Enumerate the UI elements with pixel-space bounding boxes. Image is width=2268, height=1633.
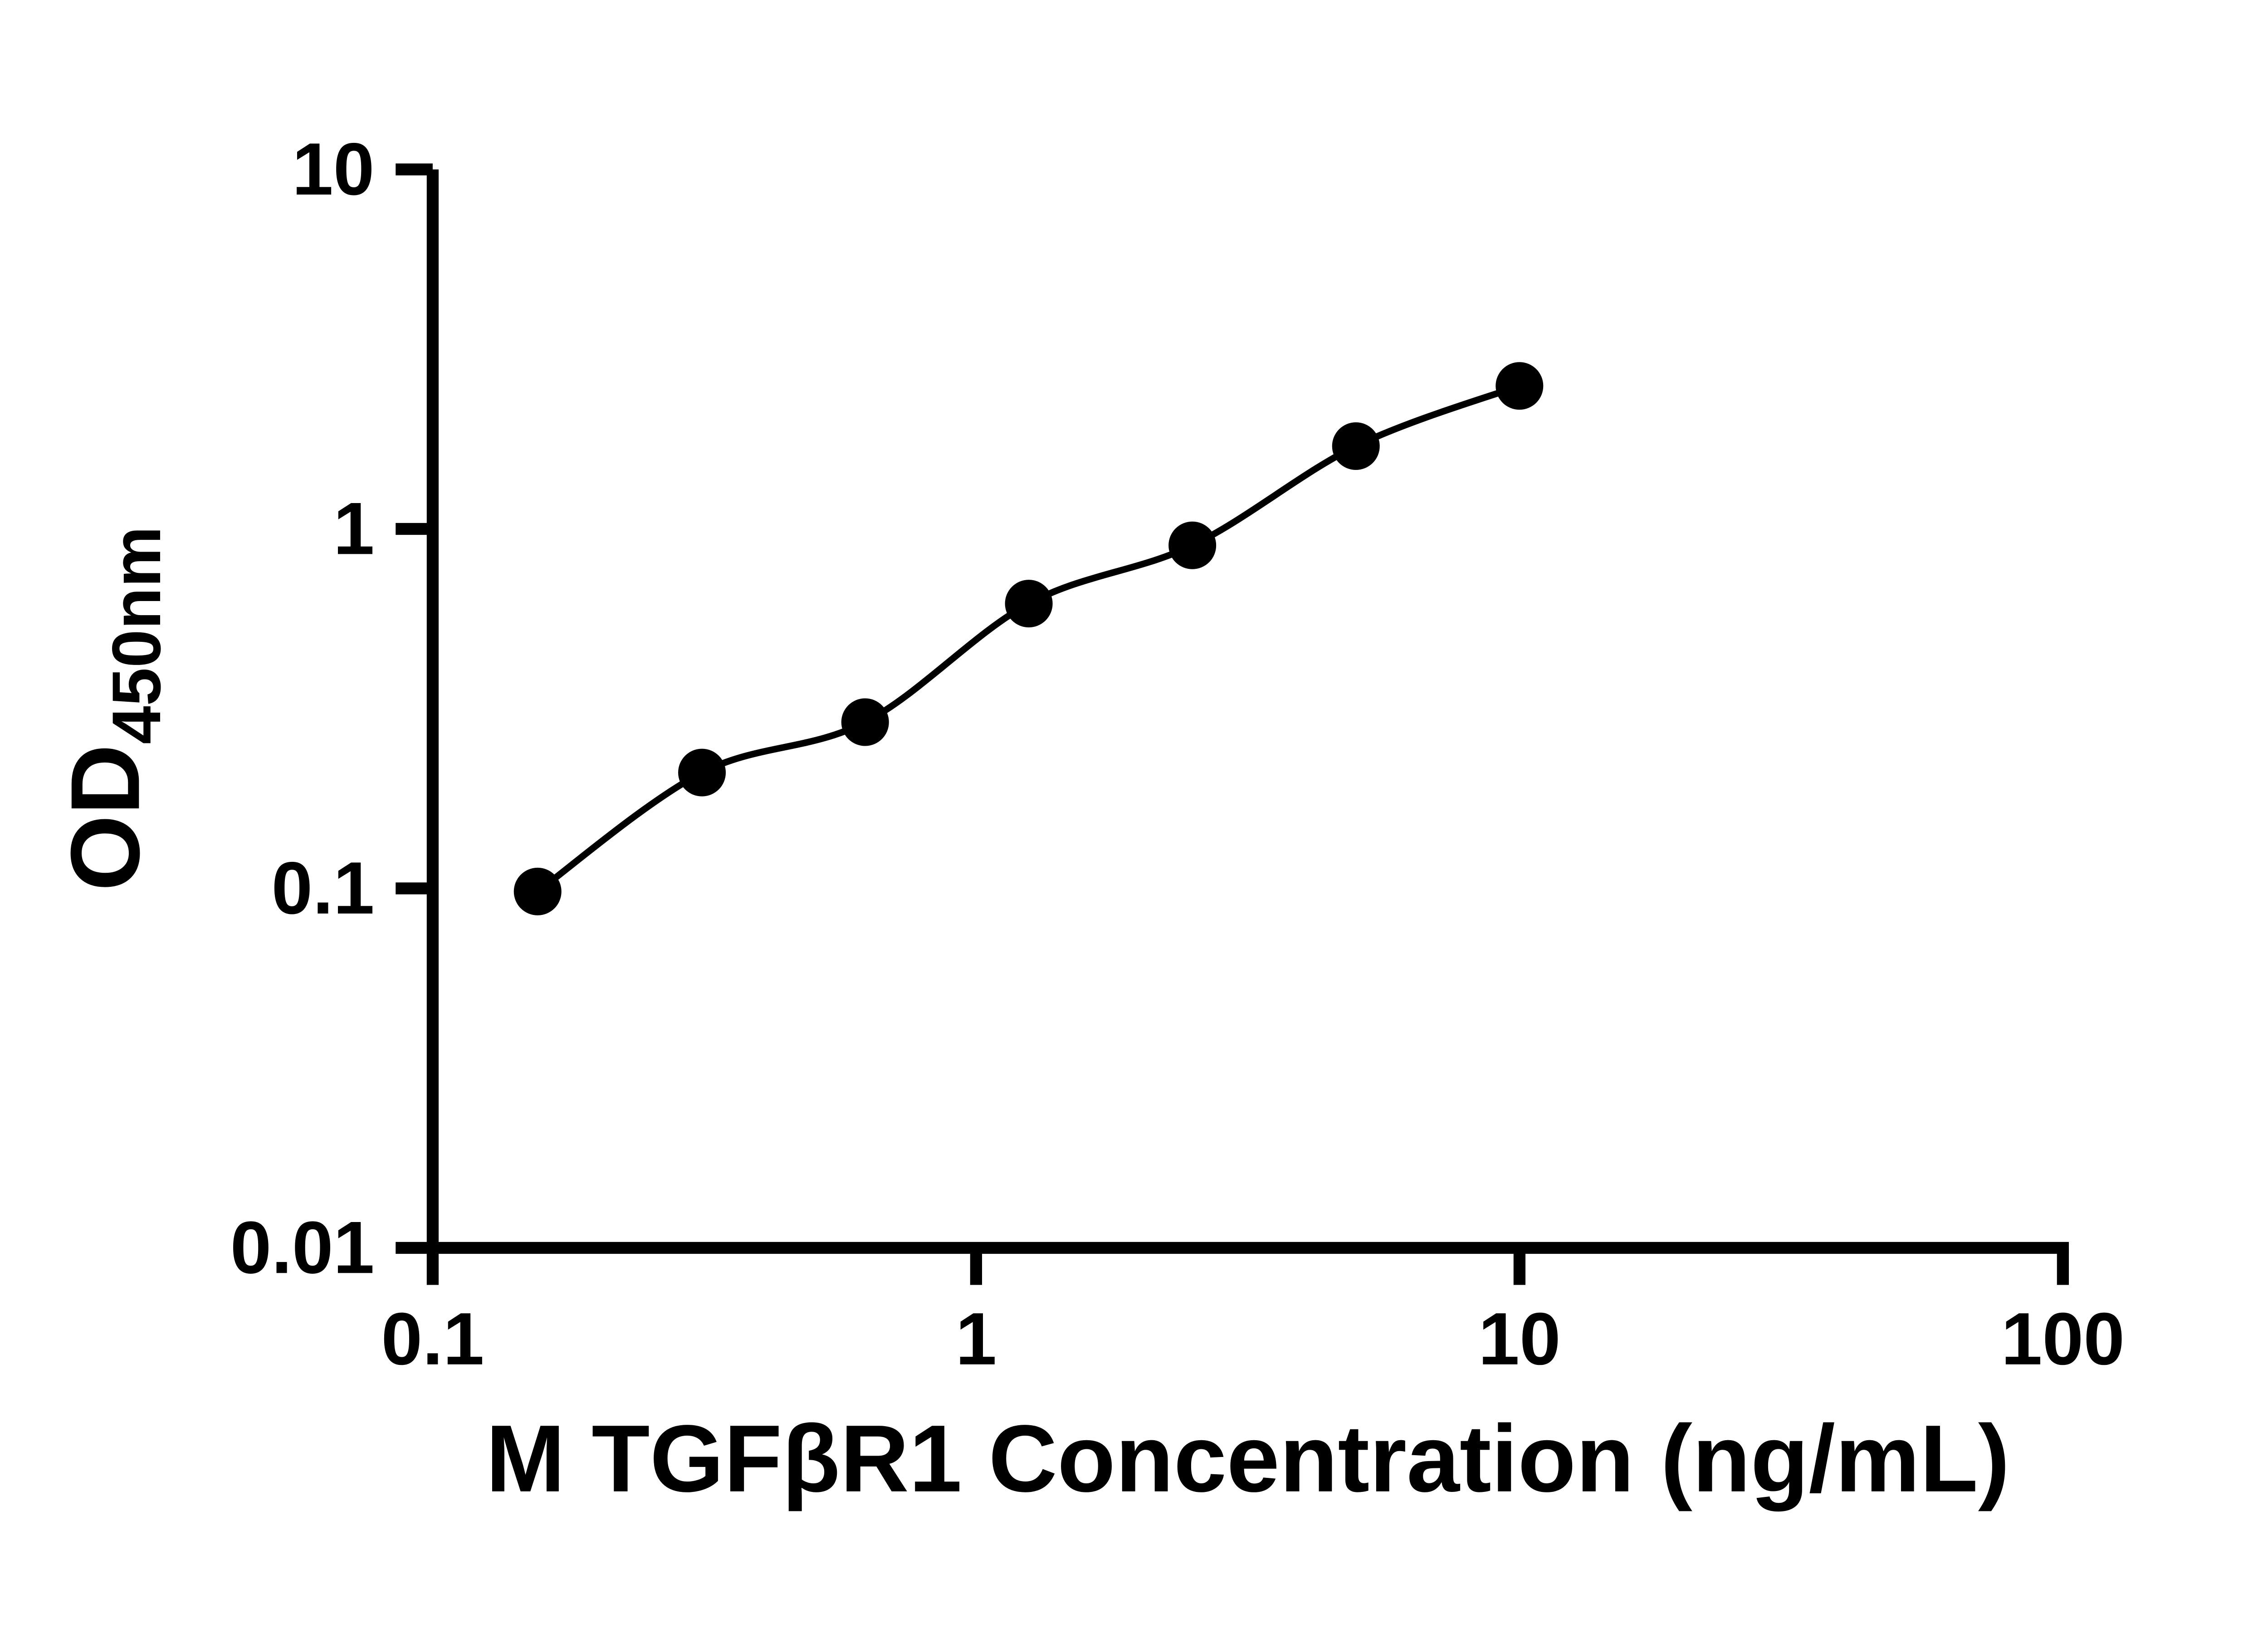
y-axis-tick-label: 10 bbox=[292, 127, 375, 210]
x-axis-title: M TGFβR1 Concentration (ng/mL) bbox=[486, 1405, 2010, 1512]
x-axis-tick-label: 0.1 bbox=[381, 1297, 484, 1380]
y-axis-tick-label: 0.01 bbox=[230, 1206, 375, 1289]
data-point-marker bbox=[1168, 521, 1217, 569]
data-point-marker bbox=[1332, 422, 1380, 470]
data-point-marker bbox=[1496, 362, 1544, 410]
y-axis-tick-label: 0.1 bbox=[271, 846, 374, 929]
y-axis-tick-label: 1 bbox=[333, 487, 375, 570]
x-axis-tick-label: 1 bbox=[955, 1297, 997, 1380]
data-point-marker bbox=[841, 698, 889, 746]
x-axis-tick-label: 10 bbox=[1478, 1297, 1561, 1380]
data-point-marker bbox=[1005, 580, 1053, 628]
y-axis-title: OD450nm bbox=[50, 526, 175, 891]
x-axis-tick-label: 100 bbox=[2001, 1297, 2125, 1380]
y-axis-title-main: OD bbox=[50, 744, 160, 891]
y-axis-title-subscript: 450nm bbox=[98, 526, 175, 744]
data-point-marker bbox=[678, 748, 726, 797]
data-point-marker bbox=[513, 867, 562, 915]
